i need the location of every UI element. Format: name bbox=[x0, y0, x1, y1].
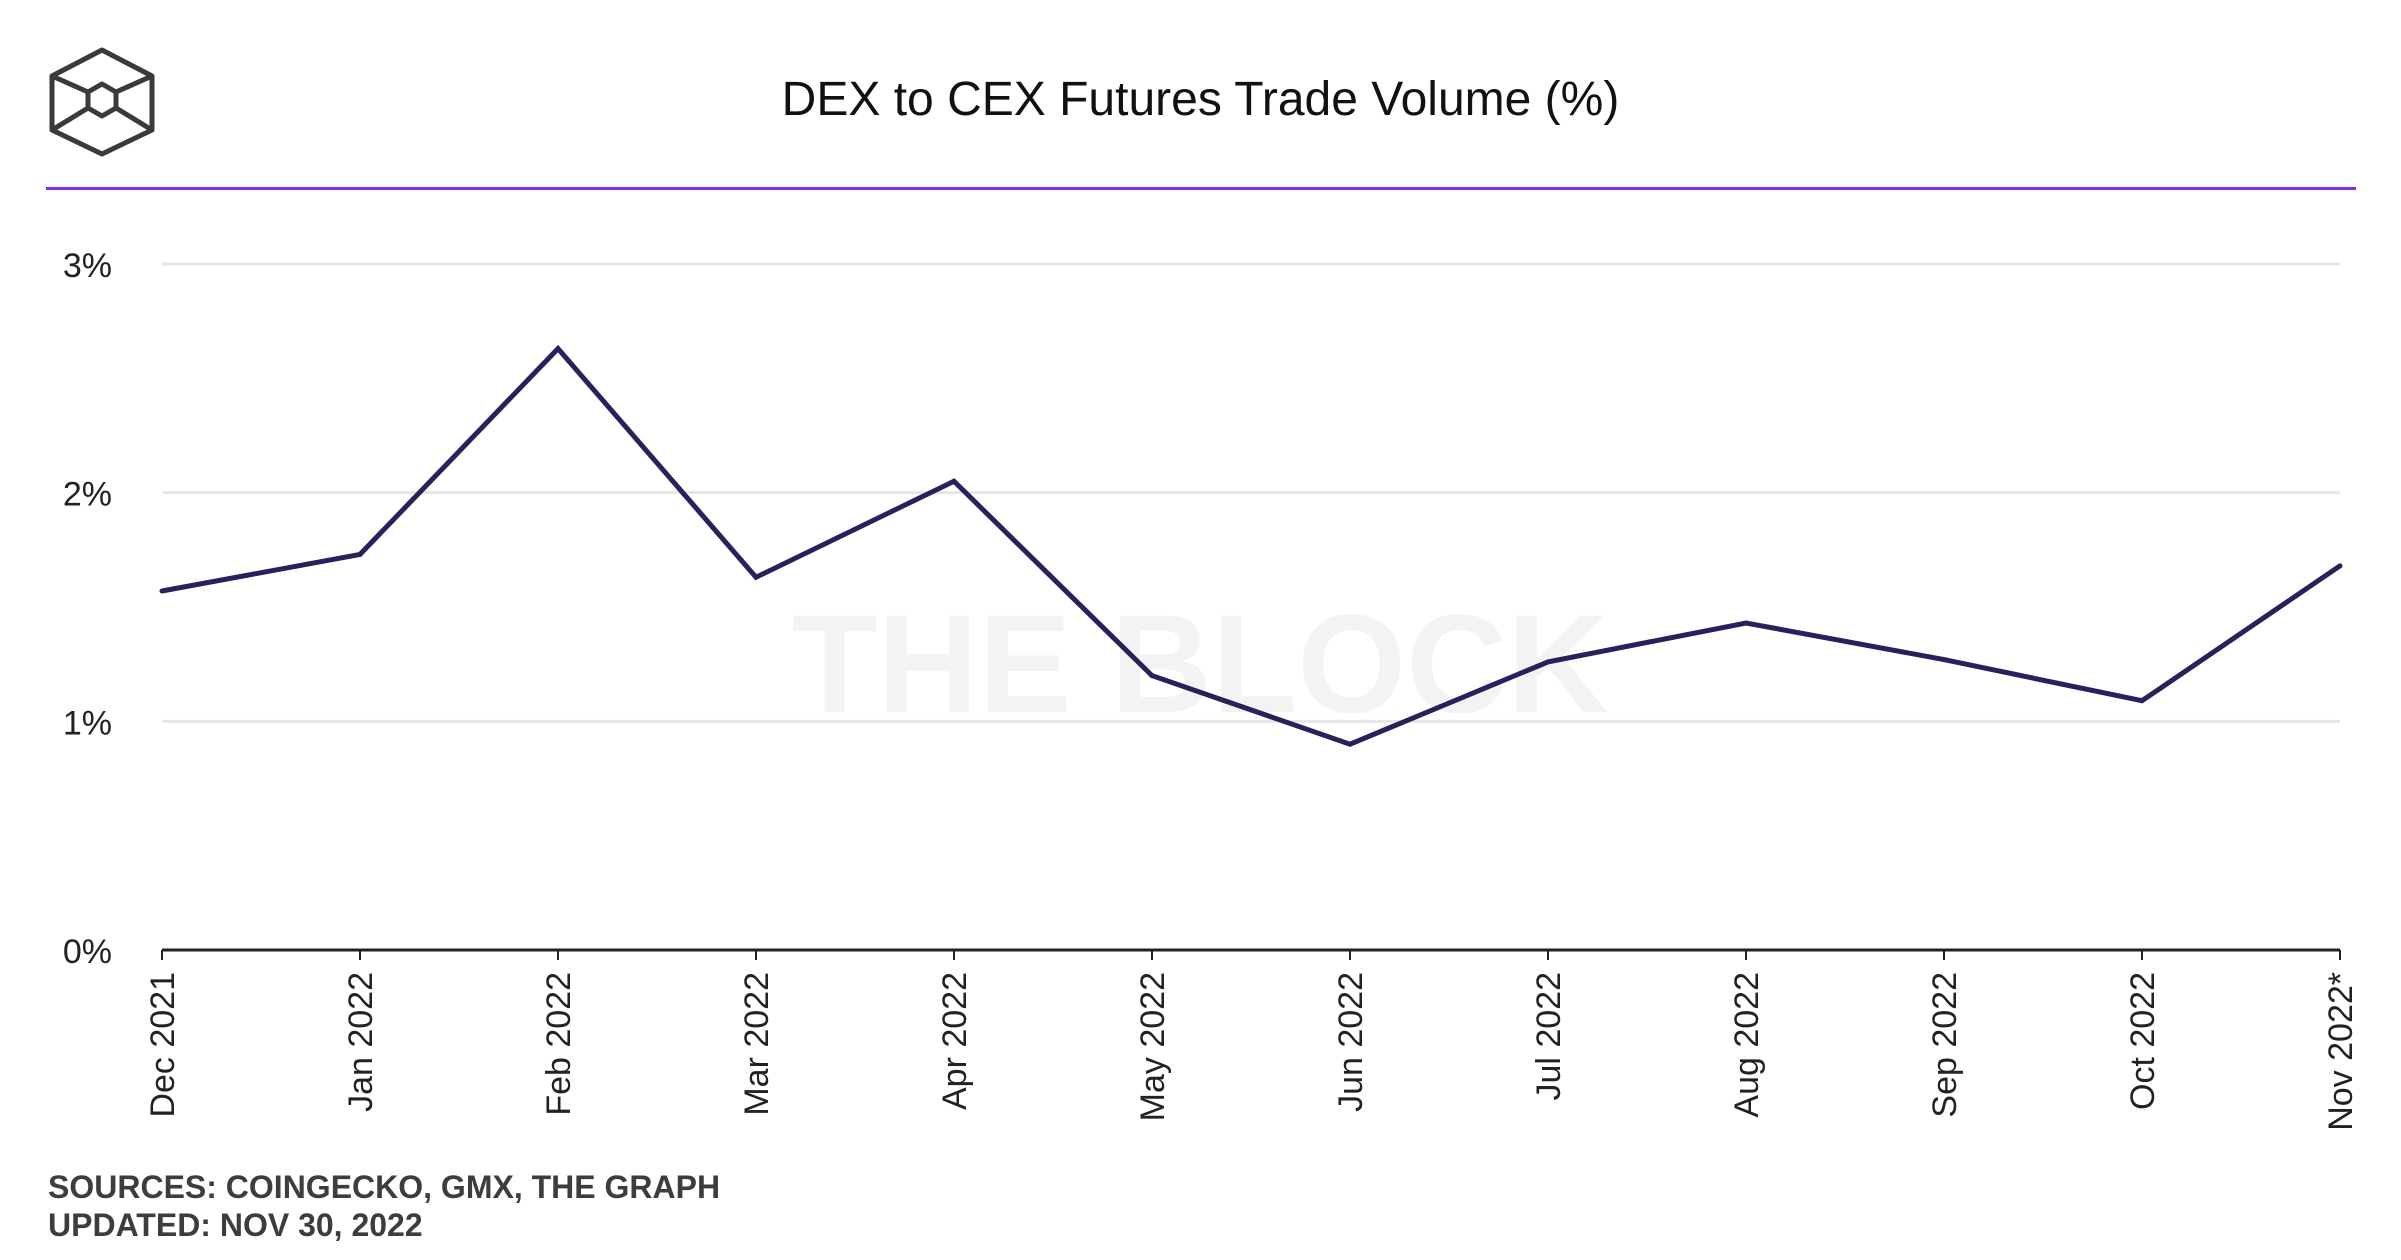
footer: SOURCES: COINGECKO, GMX, THE GRAPH UPDAT… bbox=[48, 1168, 720, 1244]
series-line bbox=[161, 344, 2342, 747]
data-point bbox=[1347, 741, 1353, 747]
watermark: THE BLOCK bbox=[792, 585, 1609, 742]
sources-note: SOURCES: COINGECKO, GMX, THE GRAPH bbox=[48, 1169, 721, 1205]
data-point bbox=[1545, 659, 1551, 665]
data-point bbox=[951, 478, 957, 484]
the-block-cube-logo-icon bbox=[49, 47, 155, 157]
x-tick-label: Aug 2022 bbox=[1728, 972, 1766, 1118]
x-tick-label: Dec 2021 bbox=[144, 972, 182, 1118]
x-tick-label: May 2022 bbox=[1134, 972, 1172, 1121]
data-point bbox=[1941, 657, 1947, 663]
x-tick-label: Jun 2022 bbox=[1332, 972, 1370, 1112]
x-tick-label: Sep 2022 bbox=[1926, 972, 1964, 1118]
series-layer bbox=[159, 344, 2343, 747]
updated-note: UPDATED: NOV 30, 2022 bbox=[48, 1207, 423, 1243]
x-tick-label: Jan 2022 bbox=[342, 972, 380, 1112]
y-tick-label: 3% bbox=[63, 247, 112, 285]
x-tick-label: Nov 2022* bbox=[2322, 972, 2360, 1131]
x-axis-ticks: Dec 2021 Jan 2022 Feb 2022 Mar 2022 Apr 2022… bbox=[144, 950, 2360, 1131]
header-divider bbox=[46, 187, 2356, 190]
data-point bbox=[2139, 698, 2145, 704]
y-tick-label: 2% bbox=[63, 476, 112, 514]
x-tick-label: Mar 2022 bbox=[738, 972, 776, 1116]
data-point bbox=[357, 551, 363, 557]
grid-lines bbox=[162, 262, 2340, 952]
x-tick-label: Jul 2022 bbox=[1530, 972, 1568, 1101]
data-point bbox=[2337, 563, 2343, 569]
x-tick-label: Oct 2022 bbox=[2124, 972, 2162, 1110]
data-point bbox=[159, 588, 165, 594]
data-point bbox=[555, 346, 561, 352]
data-point bbox=[1149, 673, 1155, 679]
x-tick-label: Feb 2022 bbox=[540, 972, 578, 1116]
y-tick-label: 0% bbox=[63, 933, 112, 971]
chart-title: DEX to CEX Futures Trade Volume (%) bbox=[781, 73, 1620, 126]
y-tick-label: 1% bbox=[63, 704, 112, 742]
data-point bbox=[1743, 620, 1749, 626]
data-point bbox=[753, 574, 759, 580]
y-axis-ticks: 0% 1% 2% 3% bbox=[63, 247, 112, 971]
x-tick-label: Apr 2022 bbox=[936, 972, 974, 1110]
